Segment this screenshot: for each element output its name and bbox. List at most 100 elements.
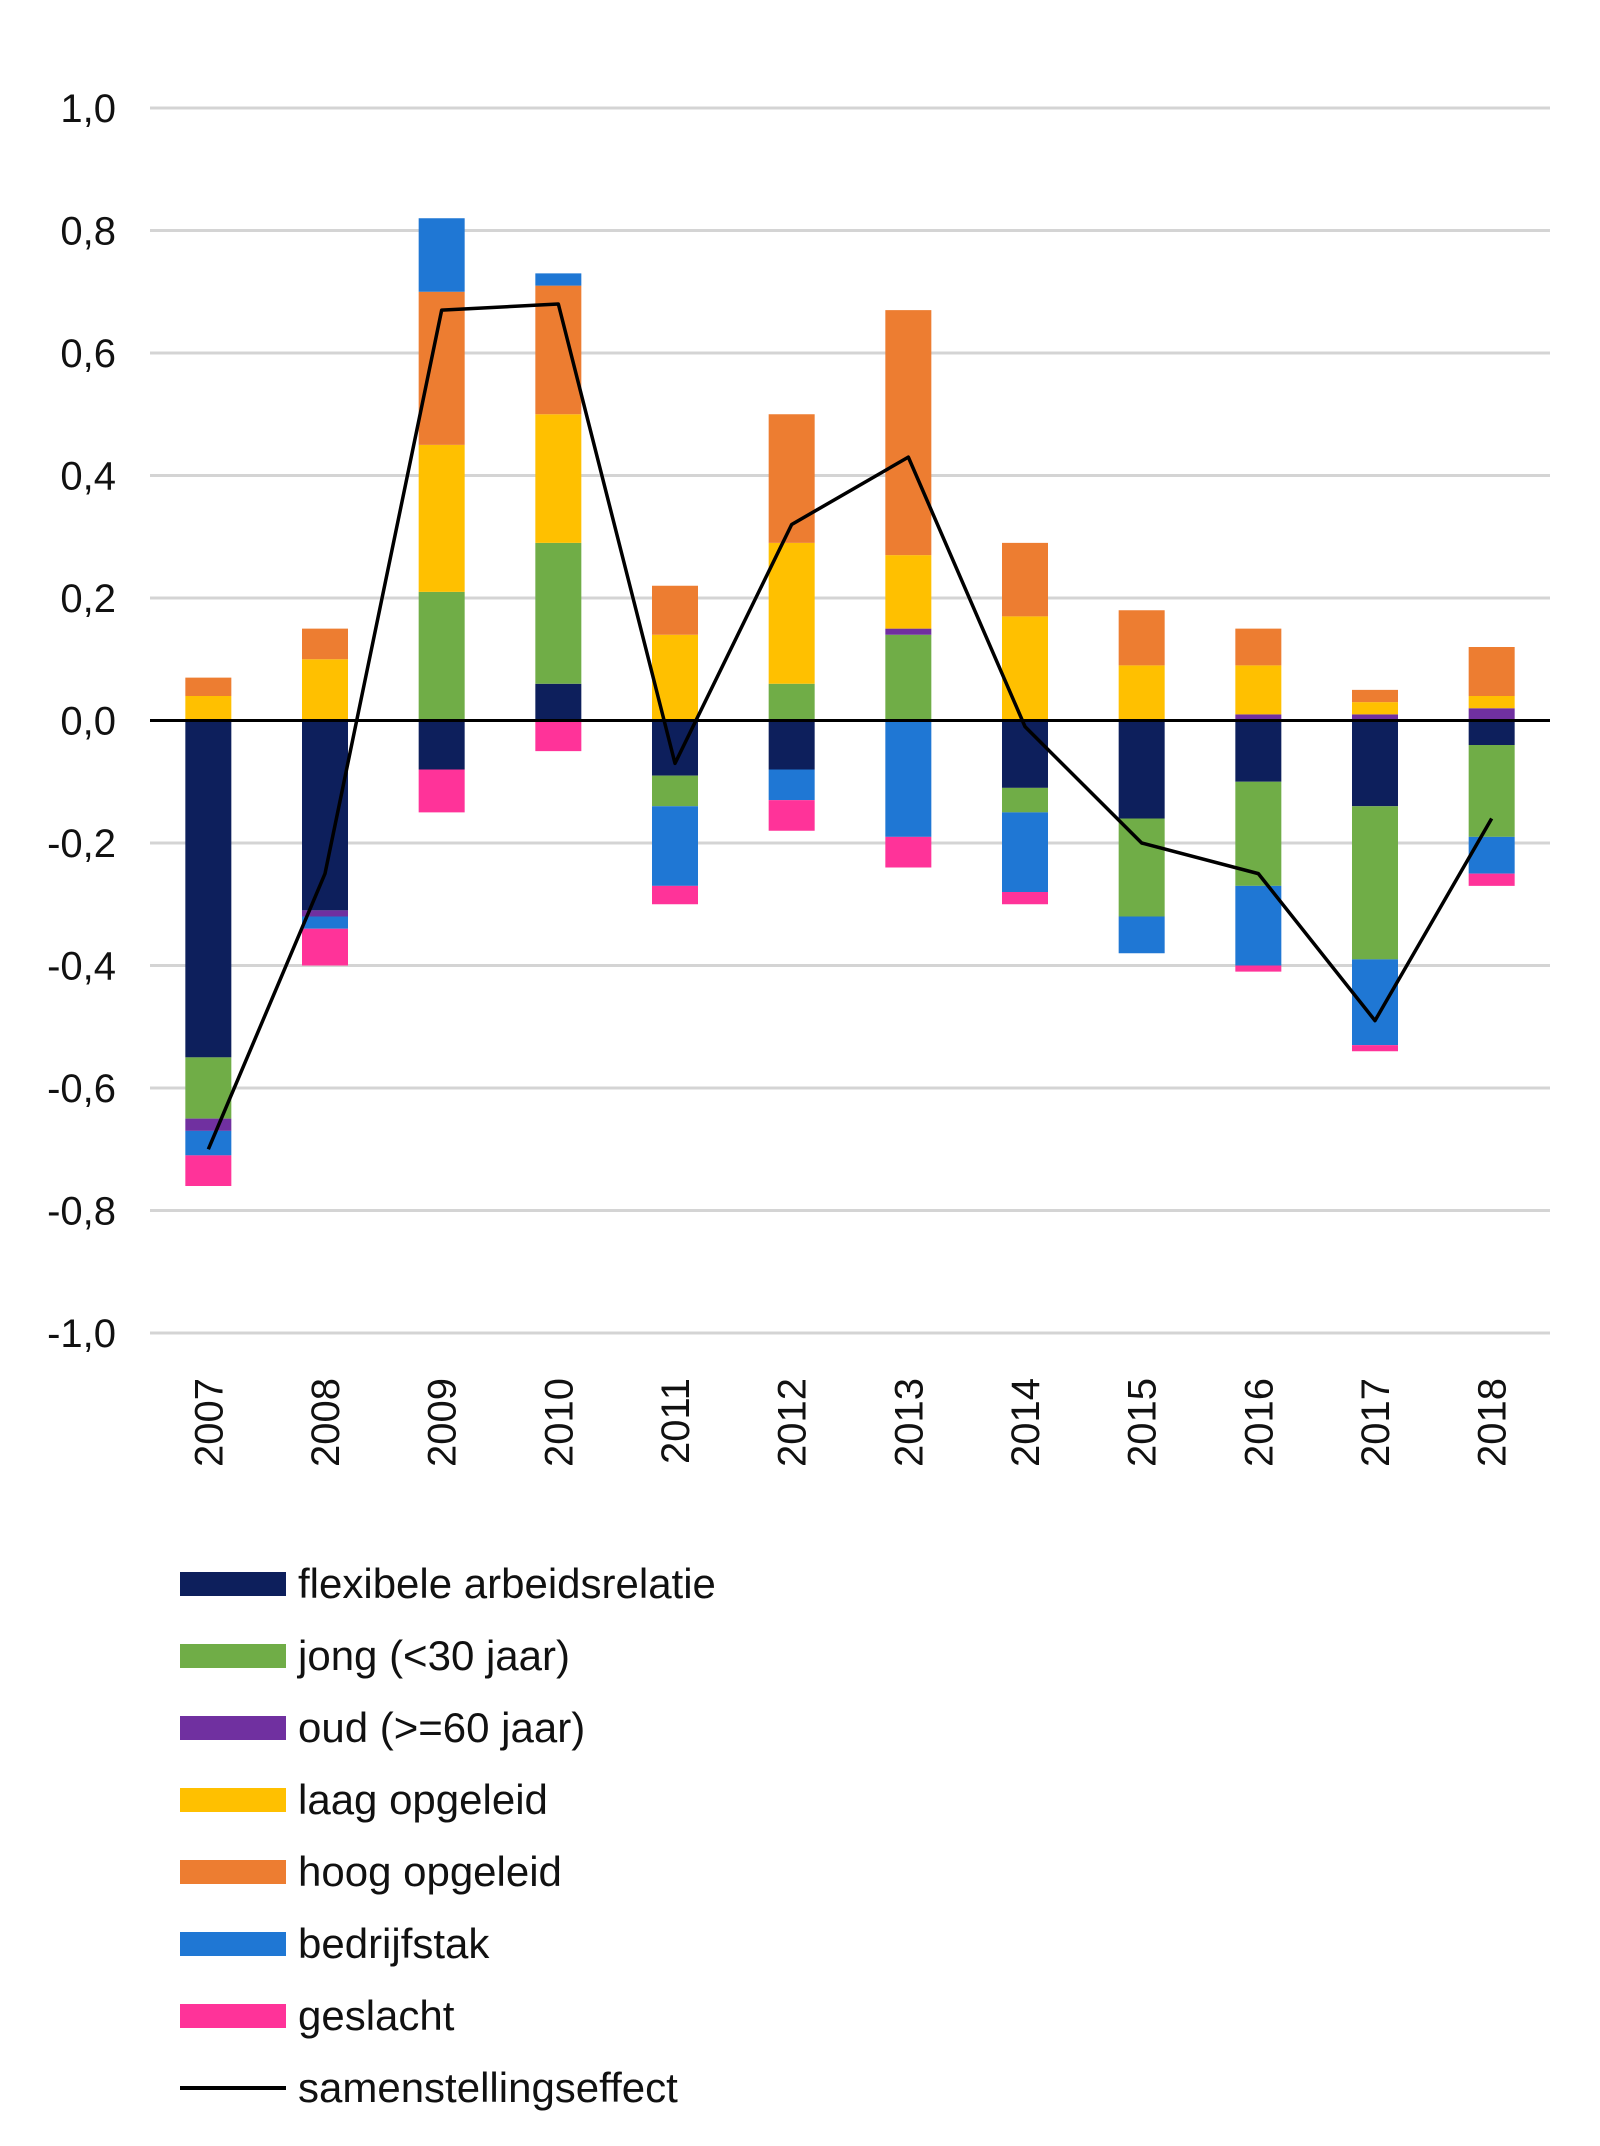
- x-tick-label: 2014: [1004, 1378, 1048, 1467]
- bar-segment: [302, 659, 348, 721]
- bar-segment: [535, 542, 582, 684]
- bar-segment: [885, 836, 932, 868]
- x-tick-label: 2015: [1121, 1378, 1165, 1467]
- bar-segment: [1468, 745, 1515, 837]
- legend-swatch: [180, 1572, 286, 1596]
- bar-segment: [1352, 720, 1398, 807]
- legend-swatch: [180, 2086, 286, 2090]
- legend-label: geslacht: [298, 1992, 455, 2039]
- bar-segment: [1468, 708, 1515, 721]
- bar-segment: [885, 634, 932, 721]
- bar-segment: [1235, 665, 1282, 715]
- bar-segment: [418, 769, 465, 813]
- bar-segment: [185, 720, 232, 1058]
- bar-segment: [1002, 892, 1048, 905]
- y-tick-label: 1,0: [60, 87, 116, 131]
- bar-segment: [185, 1130, 232, 1156]
- bar-segment: [1002, 812, 1048, 892]
- bar-segment: [535, 683, 582, 721]
- legend-swatch: [180, 1644, 286, 1668]
- bar-segment: [1002, 787, 1048, 813]
- y-tick-label: 0,6: [60, 332, 116, 376]
- bar-segment: [302, 720, 348, 911]
- bar-segment: [302, 928, 348, 966]
- bar-segment: [418, 720, 465, 770]
- y-tick-label: -0,6: [47, 1067, 116, 1111]
- bar-segment: [1468, 696, 1515, 709]
- x-tick-label: 2016: [1237, 1378, 1281, 1467]
- y-tick-label: 0,8: [60, 210, 116, 254]
- legend-label: bedrijfstak: [298, 1920, 490, 1967]
- legend-label: flexibele arbeidsrelatie: [298, 1560, 716, 1607]
- y-tick-label: 0,4: [60, 455, 116, 499]
- bar-segment: [535, 273, 582, 286]
- bar-segment: [1352, 806, 1398, 960]
- bar-segment: [768, 769, 815, 801]
- bar-segment: [652, 885, 698, 905]
- bar-segment: [535, 414, 582, 543]
- bar-segment: [1235, 965, 1282, 972]
- stacked-bar-chart: 1,0 0,8 0,6 0,4 0,2 0,0 -0,2 -0,4 -0,6 -0,8 -1,0 2…: [47, 87, 1550, 1467]
- bar-segment: [1118, 610, 1165, 666]
- legend-label: samenstellingseffect: [298, 2064, 678, 2111]
- bar-segment: [302, 916, 348, 929]
- bar-segment: [185, 677, 232, 696]
- bar-segment: [1468, 720, 1515, 745]
- bar-segment: [1118, 665, 1165, 721]
- bar-segment: [185, 1155, 232, 1186]
- bar-segment: [768, 800, 815, 831]
- y-tick-label: -0,8: [47, 1190, 116, 1234]
- bar-segment: [885, 555, 932, 629]
- legend-label: jong (<30 jaar): [298, 1632, 570, 1679]
- bar-segment: [418, 444, 465, 592]
- bar-segment: [1468, 647, 1515, 696]
- bar-segment: [418, 218, 465, 292]
- y-tick-label: 0,0: [60, 700, 116, 744]
- legend-swatch: [180, 1716, 286, 1740]
- bar-segment: [1235, 720, 1282, 782]
- bar-segment: [1352, 702, 1398, 715]
- bar-segment: [535, 720, 582, 752]
- bar-segment: [302, 910, 348, 917]
- x-tick-label: 2008: [304, 1378, 348, 1467]
- legend-swatch: [180, 2004, 286, 2028]
- bar-segment: [185, 696, 232, 721]
- bar-segment: [1352, 1045, 1398, 1052]
- bar-segment: [885, 628, 932, 635]
- bar-segment: [768, 414, 815, 543]
- y-tick-label: -0,4: [47, 945, 116, 989]
- samenstellingseffect-line: [206, 302, 1494, 1150]
- bar-segment: [885, 310, 932, 556]
- legend-label: oud (>=60 jaar): [298, 1704, 586, 1751]
- bar-segment: [1002, 616, 1048, 721]
- legend-swatch: [180, 1860, 286, 1884]
- bar-segment: [302, 628, 348, 660]
- bar-segment: [1235, 885, 1282, 966]
- bar-segment: [885, 720, 932, 837]
- x-tick-label: 2010: [537, 1378, 581, 1467]
- x-tick-label: 2018: [1471, 1378, 1515, 1467]
- bar-segment: [1352, 689, 1398, 703]
- y-tick-label: -1,0: [47, 1312, 116, 1356]
- y-tick-label: -0,2: [47, 822, 116, 866]
- bar-segment: [1002, 720, 1048, 788]
- bar-segment: [1235, 714, 1282, 721]
- bar-segment: [185, 1118, 232, 1131]
- bar-segment: [418, 591, 465, 721]
- x-tick-label: 2013: [887, 1378, 931, 1467]
- bar-segment: [768, 542, 815, 684]
- bar-segment: [652, 585, 698, 635]
- bar-segment: [1235, 628, 1282, 666]
- bar-segment: [768, 683, 815, 721]
- legend-swatch: [180, 1932, 286, 1956]
- bar-segment: [185, 1057, 232, 1119]
- x-tick-label: 2009: [421, 1378, 465, 1467]
- bar-segment: [652, 634, 698, 721]
- x-tick-label: 2012: [771, 1378, 815, 1467]
- legend-label: laag opgeleid: [298, 1776, 548, 1823]
- legend-swatch: [180, 1788, 286, 1812]
- bar-segment: [1002, 542, 1048, 617]
- bar-segment: [1468, 836, 1515, 874]
- bar-segment: [652, 806, 698, 886]
- x-tick-label: 2007: [187, 1378, 231, 1467]
